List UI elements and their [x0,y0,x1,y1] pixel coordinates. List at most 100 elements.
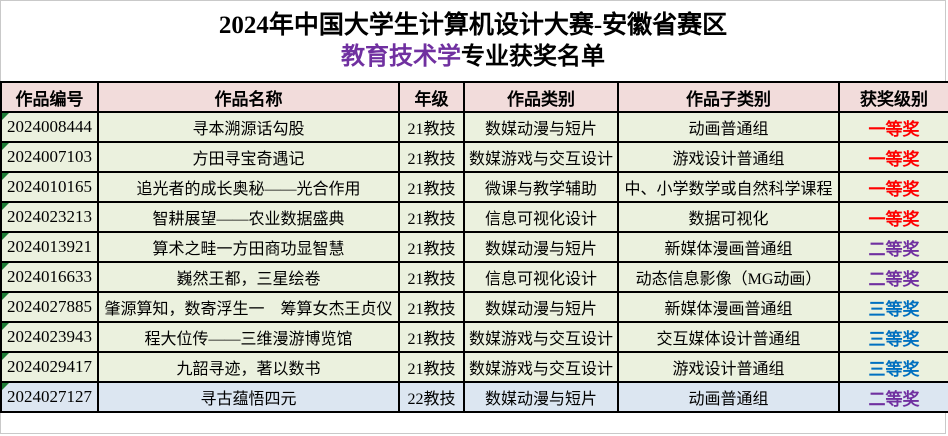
cell-grade[interactable]: 21教技 [398,321,465,353]
table-row: 2024007103 方田寻宝奇遇记 21教技 数媒游戏与交互设计 游戏设计普通组 一等奖 [0,141,948,173]
cell-id[interactable]: 2024027127 [0,381,99,413]
cell-subcategory[interactable]: 数据可视化 [617,201,840,233]
cell-grade[interactable]: 22教技 [398,381,465,413]
cell-grade[interactable]: 21教技 [398,111,465,143]
cell-id[interactable]: 2024023943 [0,321,99,353]
page-subtitle: 教育技术学专业获奖名单 [341,44,605,70]
error-indicator-icon [3,324,9,330]
cell-award[interactable]: 三等奖 [838,321,948,353]
cell-award[interactable]: 二等奖 [838,231,948,263]
cell-category[interactable]: 信息可视化设计 [463,261,619,293]
error-indicator-icon [3,234,9,240]
cell-category[interactable]: 数媒游戏与交互设计 [463,321,619,353]
cell-award[interactable]: 三等奖 [838,351,948,383]
cell-award[interactable]: 二等奖 [838,261,948,293]
title-block: 2024年中国大学生计算机设计大赛-安徽省赛区 教育技术学专业获奖名单 [1,1,945,81]
cell-id-text: 2024027885 [7,297,92,316]
cell-subcategory[interactable]: 新媒体漫画普通组 [617,231,840,263]
cell-category[interactable]: 微课与教学辅助 [463,171,619,203]
cell-id[interactable]: 2024010165 [0,171,99,203]
cell-id[interactable]: 2024023213 [0,201,99,233]
header-name[interactable]: 作品名称 [97,81,400,113]
table-row: 2024008444 寻本溯源话勾股 21教技 数媒动漫与短片 动画普通组 一等奖 [0,111,948,143]
cell-category[interactable]: 数媒动漫与短片 [463,231,619,263]
error-indicator-icon [3,114,9,120]
table-body: 2024008444 寻本溯源话勾股 21教技 数媒动漫与短片 动画普通组 一等奖 2024… [0,111,948,413]
cell-grade[interactable]: 21教技 [398,141,465,173]
cell-id[interactable]: 2024008444 [0,111,99,143]
cell-subcategory[interactable]: 游戏设计普通组 [617,351,840,383]
cell-grade[interactable]: 21教技 [398,291,465,323]
cell-name[interactable]: 肇源算知，数寄浮生一 筹算女杰王贞仪 [97,291,400,323]
cell-name[interactable]: 九韶寻迹，著以数书 [97,351,400,383]
cell-category[interactable]: 数媒动漫与短片 [463,111,619,143]
table-row: 2024027127 寻古蕴悟四元 22教技 数媒动漫与短片 动画普通组 二等奖 [0,381,948,413]
error-indicator-icon [3,264,9,270]
cell-grade[interactable]: 21教技 [398,231,465,263]
cell-name[interactable]: 寻古蕴悟四元 [97,381,400,413]
cell-name[interactable]: 巍然王都，三星绘卷 [97,261,400,293]
cell-grade[interactable]: 21教技 [398,351,465,383]
header-row: 作品编号 作品名称 年级 作品类别 作品子类别 获奖级别 [0,81,948,113]
cell-id[interactable]: 2024007103 [0,141,99,173]
error-indicator-icon [3,384,9,390]
error-indicator-icon [3,204,9,210]
cell-id-text: 2024013921 [7,237,92,256]
header-category[interactable]: 作品类别 [463,81,619,113]
error-indicator-icon [3,174,9,180]
cell-name[interactable]: 寻本溯源话勾股 [97,111,400,143]
cell-category[interactable]: 数媒动漫与短片 [463,291,619,323]
cell-id[interactable]: 2024016633 [0,261,99,293]
error-indicator-icon [3,144,9,150]
table-header: 作品编号 作品名称 年级 作品类别 作品子类别 获奖级别 [0,81,948,113]
cell-id-text: 2024029417 [7,357,92,376]
table-row: 2024029417 九韶寻迹，著以数书 21教技 数媒游戏与交互设计 游戏设计普通组三… [0,351,948,383]
cell-subcategory[interactable]: 游戏设计普通组 [617,141,840,173]
header-id[interactable]: 作品编号 [0,81,99,113]
cell-id-text: 2024023943 [7,327,92,346]
error-indicator-icon [3,294,9,300]
table-row: 2024027885 肇源算知，数寄浮生一 筹算女杰王贞仪 21教技 数媒动漫与短片新… [0,291,948,323]
table-row: 2024016633 巍然王都，三星绘卷 21教技 信息可视化设计 动态信息影像（MG动… [0,261,948,293]
cell-subcategory[interactable]: 中、小学数学或自然科学课程 [617,171,840,203]
cell-subcategory[interactable]: 新媒体漫画普通组 [617,291,840,323]
cell-id[interactable]: 2024029417 [0,351,99,383]
cell-name[interactable]: 智耕展望——农业数据盛典 [97,201,400,233]
cell-grade[interactable]: 21教技 [398,201,465,233]
cell-name[interactable]: 算术之畦一方田商功显智慧 [97,231,400,263]
cell-award[interactable]: 三等奖 [838,291,948,323]
cell-grade[interactable]: 21教技 [398,171,465,203]
header-grade[interactable]: 年级 [398,81,465,113]
cell-category[interactable]: 数媒游戏与交互设计 [463,141,619,173]
table-row: 2024023943 程大位传——三维漫游博览馆 21教技 数媒游戏与交互设计 交互媒体… [0,321,948,353]
error-indicator-icon [3,354,9,360]
cell-subcategory[interactable]: 交互媒体设计普通组 [617,321,840,353]
cell-award[interactable]: 一等奖 [838,201,948,233]
cell-category[interactable]: 数媒动漫与短片 [463,381,619,413]
cell-name[interactable]: 追光者的成长奥秘——光合作用 [97,171,400,203]
cell-category[interactable]: 信息可视化设计 [463,201,619,233]
cell-subcategory[interactable]: 动态信息影像（MG动画） [617,261,840,293]
cell-category[interactable]: 数媒游戏与交互设计 [463,351,619,383]
cell-award[interactable]: 一等奖 [838,141,948,173]
cell-id[interactable]: 2024027885 [0,291,99,323]
cell-award[interactable]: 一等奖 [838,111,948,143]
cell-grade[interactable]: 21教技 [398,261,465,293]
cell-award[interactable]: 一等奖 [838,171,948,203]
cell-name[interactable]: 方田寻宝奇遇记 [97,141,400,173]
cell-id-text: 2024010165 [7,177,92,196]
cell-award[interactable]: 二等奖 [838,381,948,413]
cell-id-text: 2024007103 [7,147,92,166]
subtitle-major-name: 教育技术学 [341,43,461,70]
awards-table: 作品编号 作品名称 年级 作品类别 作品子类别 获奖级别 2024008444 寻… [0,81,948,413]
header-subcategory[interactable]: 作品子类别 [617,81,840,113]
table-row: 2024023213 智耕展望——农业数据盛典 21教技 信息可视化设计 数据可视化 一等… [0,201,948,233]
cell-subcategory[interactable]: 动画普通组 [617,381,840,413]
cell-id-text: 2024027127 [7,387,92,406]
cell-id[interactable]: 2024013921 [0,231,99,263]
table-row: 2024010165 追光者的成长奥秘——光合作用 21教技 微课与教学辅助 中、小学数… [0,171,948,203]
cell-name[interactable]: 程大位传——三维漫游博览馆 [97,321,400,353]
cell-subcategory[interactable]: 动画普通组 [617,111,840,143]
cell-id-text: 2024016633 [7,267,92,286]
header-award[interactable]: 获奖级别 [838,81,948,113]
